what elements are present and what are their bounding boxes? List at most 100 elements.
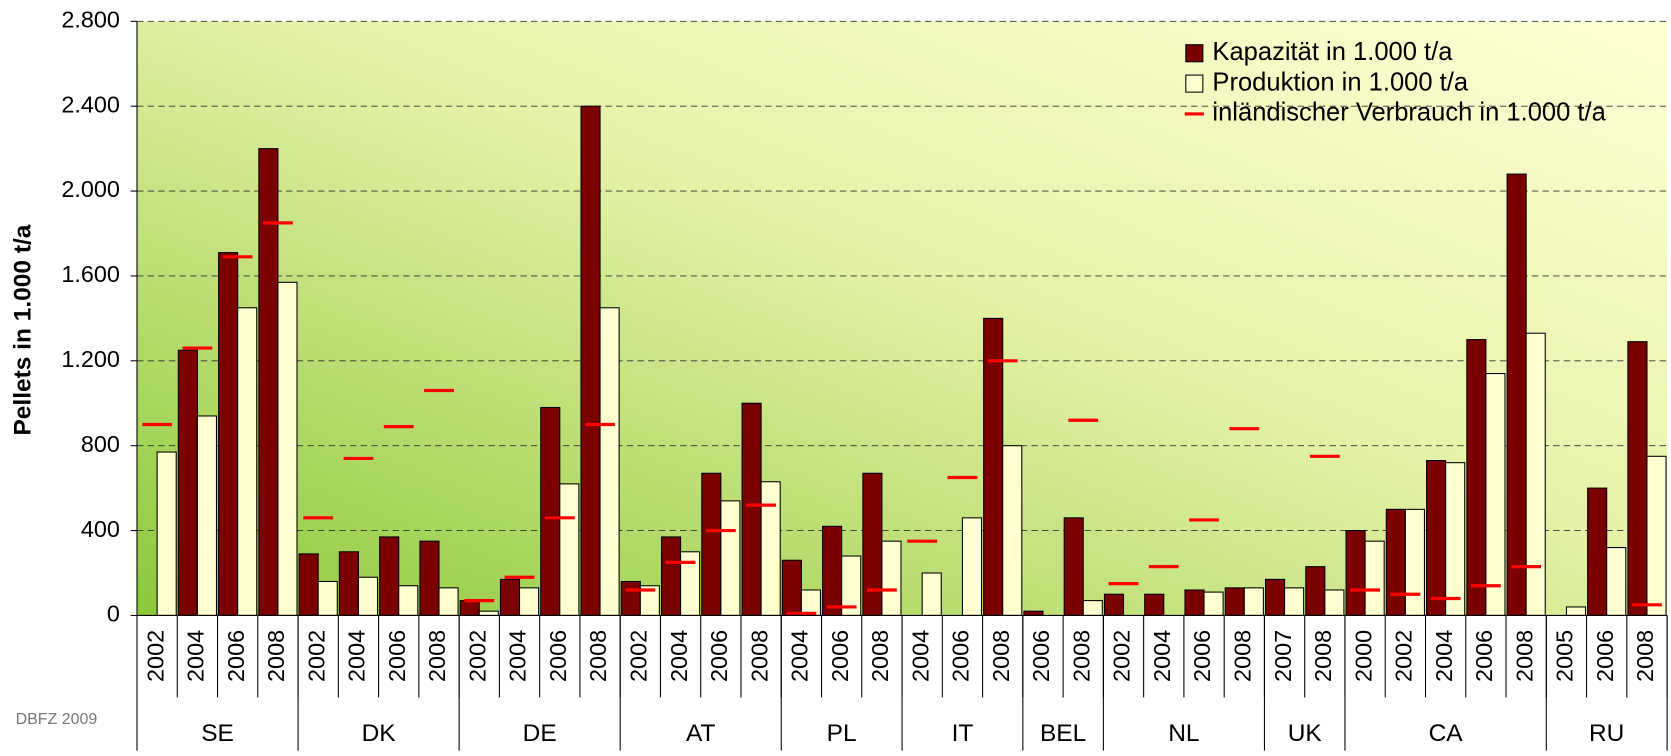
x-tick-label: 2004 xyxy=(907,630,933,682)
source-note: DBFZ 2009 xyxy=(16,711,98,728)
x-tick-label: 2008 xyxy=(867,630,893,682)
bar xyxy=(196,415,217,616)
x-tick-label: 2006 xyxy=(827,630,853,682)
x-tick-label: 2006 xyxy=(706,630,732,682)
x-tick-label: 2000 xyxy=(1350,630,1376,682)
x-tick-label: 2008 xyxy=(1229,630,1255,682)
bar xyxy=(1224,587,1245,616)
x-tick-label: 2004 xyxy=(183,630,209,682)
x-tick-label: 2008 xyxy=(1511,630,1537,682)
bar xyxy=(1485,373,1506,616)
group-label: CA xyxy=(1429,720,1464,747)
bar xyxy=(1082,600,1103,616)
x-tick-label: 2008 xyxy=(1068,630,1094,682)
x-tick-label: 2006 xyxy=(384,630,410,682)
y-tick-label: 2.800 xyxy=(61,6,120,32)
bar xyxy=(298,553,319,616)
bar xyxy=(620,580,641,616)
bar xyxy=(1284,587,1305,616)
bar xyxy=(258,148,279,616)
x-tick-label: 2005 xyxy=(1552,630,1578,682)
y-tick-label: 800 xyxy=(81,431,120,457)
bar xyxy=(1627,341,1648,616)
x-tick-label: 2002 xyxy=(1109,630,1135,682)
bar xyxy=(760,481,781,616)
bar xyxy=(781,559,802,616)
bar xyxy=(822,525,843,616)
x-tick-label: 2006 xyxy=(1592,630,1618,682)
bar xyxy=(741,402,762,616)
bar xyxy=(419,540,440,616)
x-tick-label: 2008 xyxy=(263,630,289,682)
y-tick-label: 2.400 xyxy=(61,91,120,117)
bar xyxy=(720,500,741,616)
bar xyxy=(499,578,521,616)
bar xyxy=(701,472,722,616)
bar xyxy=(660,536,682,616)
x-tick-label: 2008 xyxy=(746,630,772,682)
bar xyxy=(540,406,561,616)
bar xyxy=(156,451,177,616)
bar xyxy=(1364,540,1385,616)
bar xyxy=(599,307,620,616)
bar xyxy=(983,317,1004,616)
x-tick-label: 2008 xyxy=(1310,630,1336,682)
bar xyxy=(1385,508,1406,616)
bar xyxy=(1243,587,1264,616)
bar xyxy=(1002,445,1023,616)
x-tick-label: 2004 xyxy=(666,630,692,682)
bar xyxy=(1466,339,1487,616)
y-axis-title: Pellets in 1.000 t/a xyxy=(10,224,37,435)
bar xyxy=(1103,593,1125,616)
bar xyxy=(177,349,198,616)
x-tick-label: 2006 xyxy=(1189,630,1215,682)
y-tick-label: 1.600 xyxy=(61,261,120,287)
bar xyxy=(1203,591,1224,616)
bar xyxy=(1345,530,1366,616)
x-tick-label: 2002 xyxy=(626,630,652,682)
bar xyxy=(862,472,883,616)
x-tick-label: 2008 xyxy=(585,630,611,682)
bar xyxy=(1063,517,1084,616)
x-tick-label: 2002 xyxy=(1391,630,1417,682)
x-tick-label: 2006 xyxy=(545,630,571,682)
x-tick-label: 2006 xyxy=(1471,630,1497,682)
x-tick-label: 2006 xyxy=(948,630,974,682)
bar xyxy=(580,105,601,616)
bar xyxy=(559,483,580,616)
bar xyxy=(459,600,480,616)
x-tick-label: 2004 xyxy=(344,630,370,682)
bar xyxy=(218,252,239,616)
x-tick-label: 2006 xyxy=(223,630,249,682)
bar xyxy=(438,587,459,616)
x-tick-label: 2008 xyxy=(988,630,1014,682)
bar xyxy=(1264,578,1286,616)
bar xyxy=(1587,487,1608,616)
group-label: IT xyxy=(952,720,974,747)
bar xyxy=(1305,566,1326,616)
bar xyxy=(1506,173,1527,616)
bar xyxy=(1184,589,1205,616)
x-tick-label: 2002 xyxy=(303,630,329,682)
bar xyxy=(1324,589,1345,616)
bar xyxy=(800,589,821,616)
bar xyxy=(478,610,499,616)
legend-swatch xyxy=(1185,44,1204,63)
x-tick-label: 2007 xyxy=(1270,630,1296,682)
legend-label: Produktion in 1.000 t/a xyxy=(1212,68,1468,96)
bar xyxy=(357,576,379,616)
bar xyxy=(961,517,983,616)
bar xyxy=(379,536,400,616)
group-label: DK xyxy=(362,720,397,747)
x-tick-label: 2008 xyxy=(424,630,450,682)
bar xyxy=(518,587,540,616)
legend-label: inländischer Verbrauch in 1.000 t/a xyxy=(1212,99,1606,127)
group-label: NL xyxy=(1168,720,1199,747)
bar xyxy=(398,585,419,616)
group-label: DE xyxy=(523,720,557,747)
legend-swatch xyxy=(1185,74,1204,93)
group-label: SE xyxy=(201,720,234,747)
group-label: PL xyxy=(827,720,857,747)
